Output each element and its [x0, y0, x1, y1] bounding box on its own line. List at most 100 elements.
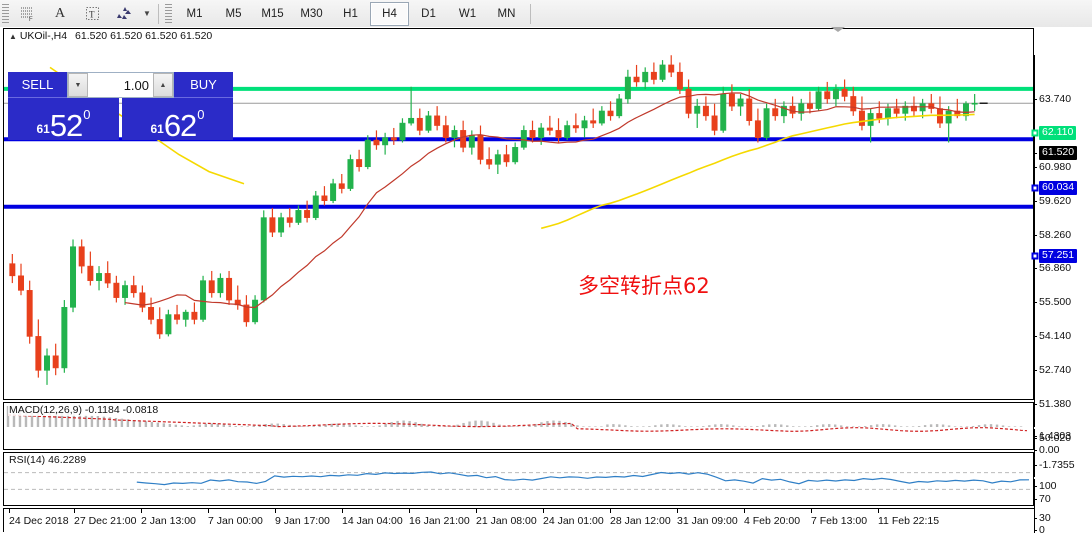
price-scale-macd[interactable]: 1.4303 0.00 -1.7355	[1034, 429, 1092, 477]
text-box-icon[interactable]: T	[76, 2, 108, 26]
buy-label-button[interactable]: BUY	[174, 72, 233, 98]
time-axis-label: 21 Jan 08:00	[476, 509, 537, 527]
candle-body	[364, 139, 371, 168]
chart-collapse-arrow-icon[interactable]: ▲	[9, 32, 17, 41]
time-tick-mark	[543, 509, 544, 513]
candle-body	[616, 98, 623, 117]
pane-collapse-triangle-icon[interactable]	[831, 27, 845, 32]
chart-text-annotation[interactable]: 多空转折点62	[578, 274, 710, 298]
price-scale-tick: 60.980	[1034, 161, 1071, 173]
timeframe-button-w1[interactable]: W1	[458, 7, 477, 20]
price-scale-tick: 56.860	[1034, 262, 1071, 274]
time-axis-label: 2 Jan 13:00	[141, 509, 196, 527]
buy-price-button[interactable]: 61 62 0	[122, 98, 233, 141]
price-scale-tick: 52.740	[1034, 364, 1071, 376]
rsi-pane[interactable]: RSI(14) 46.2289	[3, 452, 1034, 506]
timeframe-button-d1[interactable]: D1	[421, 7, 436, 20]
candle-body	[191, 311, 198, 320]
ma-slow-line	[540, 113, 975, 230]
price-scale-tick-label: 51.380	[1039, 398, 1072, 410]
price-line-handle[interactable]	[1031, 252, 1039, 260]
candle-body	[260, 217, 267, 301]
rsi-scale-tick: 70	[1034, 493, 1051, 505]
crosshair-icon[interactable]: F	[12, 2, 44, 26]
price-scale-tick: 60.034	[1034, 181, 1078, 195]
macd-scale-tick-label: 0.00	[1039, 444, 1060, 456]
volume-increase-button[interactable]: ▲	[153, 73, 173, 97]
sell-price-fraction: 0	[83, 107, 91, 122]
candle-body	[338, 183, 345, 189]
candle-body	[642, 71, 649, 83]
candle-body	[676, 71, 683, 90]
candle-body	[18, 275, 24, 291]
rsi-axis-line	[1034, 479, 1035, 533]
candle-body	[390, 137, 397, 141]
time-axis-label-text: 2 Jan 13:00	[141, 515, 196, 527]
toolbar-grip-left[interactable]	[2, 3, 9, 24]
volume-decrease-button[interactable]: ▼	[68, 73, 88, 97]
price-scale-rsi[interactable]: 100 70 30 0	[1034, 479, 1092, 536]
time-axis-label-text: 21 Jan 08:00	[476, 515, 537, 527]
price-scale-tick: 61.520	[1034, 146, 1078, 160]
candle-body	[555, 130, 562, 138]
price-scale-tick: 54.140	[1034, 330, 1071, 342]
rsi-scale-tick-label: 100	[1039, 480, 1057, 492]
rsi-plot	[4, 471, 1033, 490]
price-line-handle[interactable]	[1031, 184, 1039, 192]
candle-body	[35, 336, 42, 371]
price-scale-main[interactable]: 63.740 62.110 61.520 60.980 60.034 59.620 58.2…	[1031, 55, 1092, 444]
timeframe-button-h4[interactable]: H4	[370, 1, 409, 26]
shapes-dropdown-arrow-icon[interactable]: ▼	[143, 9, 151, 18]
rsi-scale-tick-label: 30	[1039, 512, 1051, 524]
macd-plot	[6, 406, 1028, 432]
candle-body	[165, 314, 172, 335]
candle-body	[832, 88, 839, 100]
time-axis-label-text: 28 Jan 12:00	[610, 515, 671, 527]
tick-mark	[1034, 201, 1037, 202]
candle-body	[96, 273, 103, 281]
sell-label-button[interactable]: SELL	[8, 72, 67, 98]
timeframe-button-m30[interactable]: M30	[300, 7, 323, 20]
timeframe-button-mn[interactable]: MN	[497, 7, 516, 20]
price-line-handle[interactable]	[1031, 129, 1039, 137]
candle-body	[598, 110, 605, 124]
timeframe-button-m15[interactable]: M15	[261, 7, 284, 20]
macd-label: MACD(12,26,9) -0.1184 -0.0818	[8, 404, 160, 416]
text-label-icon[interactable]: A	[54, 5, 66, 21]
price-scale-tick: 57.251	[1034, 249, 1078, 263]
candle-body	[720, 93, 727, 131]
candle-body	[304, 210, 311, 218]
candle-body	[26, 290, 33, 337]
toolbar-grip-timeframes[interactable]	[165, 3, 172, 24]
tick-mark	[1034, 465, 1037, 466]
timeframe-button-m1[interactable]: M1	[186, 7, 203, 20]
trade-panel-price-row: 61 52 0 61 62 0	[8, 98, 233, 141]
candle-body	[130, 285, 137, 294]
candle-body	[520, 130, 527, 148]
ma-fast-line	[124, 92, 975, 309]
candle-body	[858, 110, 865, 126]
time-axis-label-text: 7 Feb 13:00	[811, 515, 868, 527]
candle-body	[746, 98, 753, 121]
timeframe-button-m5[interactable]: M5	[225, 7, 242, 20]
candle-body	[477, 134, 484, 160]
time-axis-label: 4 Feb 20:00	[744, 509, 801, 527]
trade-panel-top-row: SELL ▼ 1.00 ▲ BUY	[8, 72, 233, 98]
candle-body	[590, 120, 597, 124]
volume-stepper[interactable]: ▼ 1.00 ▲	[67, 72, 174, 98]
candle-body	[226, 277, 233, 301]
candle-body	[87, 265, 94, 281]
sell-price-button[interactable]: 61 52 0	[8, 98, 119, 141]
volume-value[interactable]: 1.00	[123, 77, 149, 93]
price-scale-tick: 58.260	[1034, 229, 1071, 241]
shapes-icon[interactable]	[108, 2, 140, 26]
candle-body	[728, 93, 735, 107]
time-axis-label-text: 4 Feb 20:00	[744, 515, 801, 527]
candle-body	[789, 105, 796, 114]
macd-pane[interactable]: MACD(12,26,9) -0.1184 -0.0818	[3, 402, 1034, 450]
tick-mark	[1034, 268, 1037, 269]
time-scale[interactable]: 24 Dec 2018 27 Dec 21:00 2 Jan 13:00 7 Jan …	[3, 508, 1034, 532]
timeframe-button-h1[interactable]: H1	[343, 7, 358, 20]
price-scale-tick-label: 50.020	[1039, 432, 1072, 444]
